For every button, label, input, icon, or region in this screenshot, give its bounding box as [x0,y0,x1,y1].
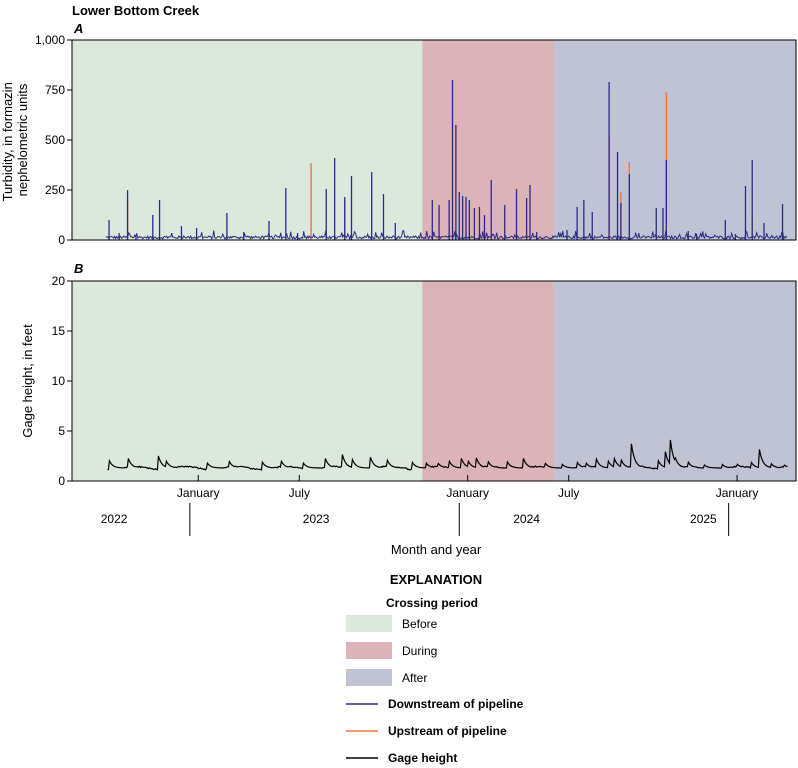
y-tick-label: 0 [58,474,65,488]
y-tick-label: 20 [52,274,66,288]
period-band-during [422,40,554,240]
y-tick-label: 500 [45,133,65,147]
turbidity-chart: A 0 250 500 750 1,000 Turbidity, in formazin… [0,21,797,247]
y-axis-ticks-b: 0 5 10 15 20 [52,274,72,488]
year-label: 2024 [513,512,540,526]
y-axis-label-a: Turbidity, in formazin nephelometric uni… [0,79,30,202]
period-band-after [553,40,796,240]
legend-patch-during [346,642,392,659]
year-label: 2023 [303,512,330,526]
y-tick-label: 15 [52,324,66,338]
legend-label-after: After [402,671,427,685]
crossing-period-backgrounds-b [72,281,796,481]
period-band-before [72,40,423,240]
legend: EXPLANATION Crossing period Before Durin… [346,572,524,765]
legend-patch-before [346,615,392,632]
y-tick-label: 750 [45,83,65,97]
figure-title: Lower Bottom Creek [72,3,200,18]
year-label: 2025 [690,512,717,526]
legend-label-downstream: Downstream of pipeline [388,697,524,711]
legend-group-title: Crossing period [386,596,478,610]
plot-frame-b [71,280,797,482]
legend-title: EXPLANATION [390,572,482,587]
legend-label-upstream: Upstream of pipeline [388,724,507,738]
y-tick-label: 250 [45,183,65,197]
y-axis-label-b: Gage height, in feet [20,324,35,438]
y-axis-ticks-a: 0 250 500 750 1,000 [35,33,72,247]
gage-height-series [107,439,788,472]
year-label: 2022 [101,512,128,526]
panel-a-letter: A [73,21,83,36]
gage-height-line [107,439,788,472]
legend-patch-after [346,669,392,686]
month-label: January [716,486,759,500]
y-tick-label: 0 [58,233,65,247]
x-axis-label: Month and year [391,542,482,557]
legend-label-during: During [402,644,437,658]
month-label: July [289,486,310,500]
y-tick-label: 1,000 [35,33,65,47]
period-band-before [72,281,423,481]
legend-label-before: Before [402,617,438,631]
plot-frame-a [71,39,797,241]
x-axis-ticks: January July January July January 2022 2023 202… [101,475,759,536]
y-axis-label-a-line2: nephelometric units [15,83,30,196]
period-band-after [553,281,796,481]
downstream-series [105,80,788,241]
period-band-during [422,281,554,481]
legend-label-gage: Gage height [388,751,457,765]
month-label: January [177,486,220,500]
panel-b-letter: B [74,261,83,276]
downstream-baseline [105,230,788,241]
crossing-period-backgrounds-a [72,40,796,240]
y-axis-label-a-line1: Turbidity, in formazin [0,82,15,201]
y-tick-label: 10 [52,374,66,388]
month-label: July [558,486,579,500]
y-tick-label: 5 [58,424,65,438]
month-label: January [446,486,489,500]
